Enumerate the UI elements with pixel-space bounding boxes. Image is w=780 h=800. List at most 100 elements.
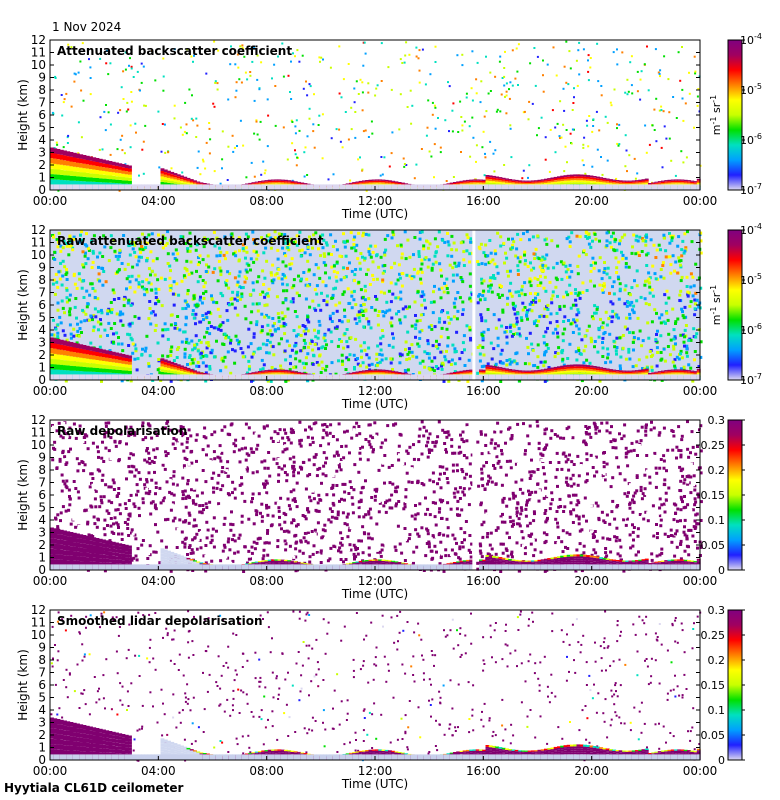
colorbar-tick-label: 0.1	[708, 514, 726, 527]
x-axis-label: Time (UTC)	[341, 397, 408, 411]
x-tick-label: 08:00	[249, 574, 284, 588]
y-tick-label: 2	[38, 348, 46, 362]
y-tick-label: 12	[31, 413, 46, 427]
y-tick-label: 4	[38, 133, 46, 147]
x-tick-label: 04:00	[141, 574, 176, 588]
x-tick-label: 00:00	[683, 764, 718, 778]
x-tick-label: 00:00	[683, 574, 718, 588]
y-tick-label: 0	[38, 373, 46, 387]
plot-area	[50, 40, 700, 190]
colorbar-tick-label: 0.05	[701, 539, 726, 552]
y-tick-label: 11	[31, 426, 46, 440]
colorbar-tick-label: 0.2	[708, 464, 726, 477]
y-tick-label: 8	[38, 653, 46, 667]
colorbar-tick-label: 0.3	[708, 604, 726, 617]
y-tick-label: 7	[38, 96, 46, 110]
x-tick-label: 04:00	[141, 764, 176, 778]
x-axis-label: Time (UTC)	[341, 587, 408, 601]
y-tick-label: 6	[38, 488, 46, 502]
colorbar-tick-label: 10-5	[740, 272, 762, 287]
y-axis-label: Height (km)	[16, 269, 30, 340]
y-tick-label: 3	[38, 336, 46, 350]
colorbar-tick-label: 0.3	[708, 414, 726, 427]
colorbar-tick-label: 10-6	[740, 322, 762, 337]
x-tick-label: 00:00	[33, 574, 68, 588]
y-tick-label: 0	[38, 563, 46, 577]
colorbar-tick-label: 10-5	[740, 82, 762, 97]
y-tick-label: 1	[38, 741, 46, 755]
noise-field	[50, 230, 703, 383]
x-tick-label: 16:00	[466, 764, 501, 778]
y-tick-label: 2	[38, 728, 46, 742]
y-axis-label: Height (km)	[16, 649, 30, 720]
colorbar-tick-label: 0.1	[708, 704, 726, 717]
colorbar-unit-label: m-1 sr-1	[709, 95, 723, 135]
y-tick-label: 0	[38, 183, 46, 197]
y-tick-label: 10	[31, 58, 46, 72]
boundary-layer	[50, 337, 701, 381]
y-tick-label: 9	[38, 71, 46, 85]
y-tick-label: 12	[31, 223, 46, 237]
y-tick-label: 12	[31, 33, 46, 47]
footer-station-label: Hyytiala CL61D ceilometer	[4, 781, 184, 795]
y-tick-label: 11	[31, 236, 46, 250]
colorbar	[727, 229, 743, 381]
y-tick-label: 5	[38, 501, 46, 515]
y-tick-label: 4	[38, 323, 46, 337]
colorbar-tick-label: 0.25	[701, 629, 726, 642]
colorbar-unit-label: m-1 sr-1	[709, 285, 723, 325]
colorbar-tick-label: 10-6	[740, 132, 762, 147]
y-tick-label: 10	[31, 628, 46, 642]
colorbar-tick-label: 10-7	[740, 372, 762, 387]
x-tick-label: 12:00	[358, 194, 393, 208]
x-tick-label: 20:00	[574, 764, 609, 778]
y-tick-label: 5	[38, 121, 46, 135]
y-tick-label: 9	[38, 451, 46, 465]
colorbar	[727, 419, 743, 571]
colorbar-tick-label: 10-4	[740, 32, 762, 47]
x-tick-label: 08:00	[249, 194, 284, 208]
x-tick-label: 12:00	[358, 574, 393, 588]
colorbar-tick-label: 10-4	[740, 222, 762, 237]
x-tick-label: 20:00	[574, 194, 609, 208]
y-tick-label: 4	[38, 513, 46, 527]
date-label: 1 Nov 2024	[52, 20, 122, 34]
y-tick-label: 3	[38, 716, 46, 730]
y-tick-label: 11	[31, 616, 46, 630]
x-tick-label: 08:00	[249, 384, 284, 398]
x-tick-label: 00:00	[683, 384, 718, 398]
colorbar-tick-label: 0	[718, 754, 725, 767]
y-tick-label: 5	[38, 311, 46, 325]
y-tick-label: 10	[31, 248, 46, 262]
y-tick-label: 9	[38, 641, 46, 655]
colorbar	[727, 39, 743, 191]
colorbar-tick-label: 0.05	[701, 729, 726, 742]
y-tick-label: 5	[38, 691, 46, 705]
panel-title: Smoothed lidar depolarisation	[57, 614, 263, 628]
panel-title: Raw depolarisation	[57, 424, 187, 438]
y-tick-label: 12	[31, 603, 46, 617]
colorbar-tick-label: 0	[718, 564, 725, 577]
x-tick-label: 04:00	[141, 384, 176, 398]
colorbar-tick-label: 0.15	[701, 489, 726, 502]
x-tick-label: 20:00	[574, 384, 609, 398]
colorbar-tick-label: 0.15	[701, 679, 726, 692]
y-tick-label: 8	[38, 83, 46, 97]
x-tick-label: 16:00	[466, 384, 501, 398]
y-axis-label: Height (km)	[16, 459, 30, 530]
y-tick-label: 4	[38, 703, 46, 717]
x-tick-label: 12:00	[358, 384, 393, 398]
y-tick-label: 2	[38, 538, 46, 552]
noise-field	[51, 420, 703, 573]
y-tick-label: 2	[38, 158, 46, 172]
y-tick-label: 1	[38, 361, 46, 375]
x-tick-label: 00:00	[33, 194, 68, 208]
x-axis-label: Time (UTC)	[341, 207, 408, 221]
y-tick-label: 6	[38, 678, 46, 692]
y-tick-label: 7	[38, 286, 46, 300]
